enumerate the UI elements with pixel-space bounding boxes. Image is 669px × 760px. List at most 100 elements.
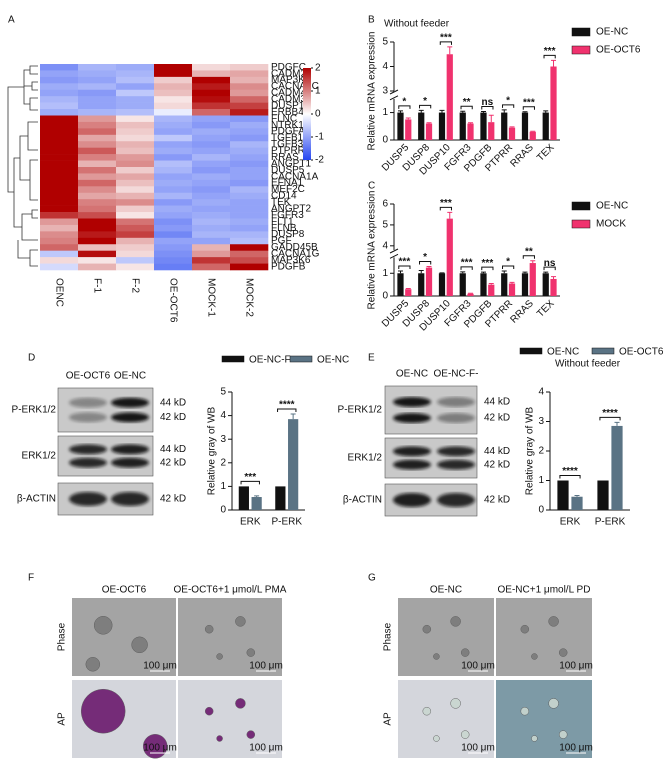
error-bar [480, 271, 486, 274]
significance-label: *** [461, 258, 473, 269]
blot-band [437, 446, 475, 457]
error-bar [488, 282, 494, 285]
bar [597, 480, 609, 510]
cell-colony [204, 706, 214, 716]
x-tick-label: P-ERK [271, 517, 302, 528]
heatmap-cell [154, 89, 193, 97]
row-label: NTRK1 [271, 120, 304, 131]
significance-bracket [522, 106, 535, 110]
heatmap-cell [192, 89, 231, 97]
significance-label: * [423, 96, 427, 107]
heatmap-cell [192, 173, 231, 181]
heatmap-cell [40, 76, 79, 84]
cell-colony [450, 616, 461, 627]
image-column-label: OE-NC [430, 585, 462, 596]
error-bar [509, 126, 515, 128]
colorbar-tick-label: -2 [315, 155, 324, 166]
heatmap-cell [230, 83, 269, 91]
heatmap-cell [230, 212, 269, 219]
scale-bar-label: 100 μm [143, 743, 177, 754]
heatmap-cell [78, 83, 117, 91]
bar [501, 273, 508, 296]
row-label: FLNC [271, 113, 297, 124]
panel-label: A [8, 15, 15, 26]
bar [446, 54, 453, 140]
heatmap-cell [40, 173, 79, 181]
heatmap-cell [116, 205, 155, 213]
heatmap-cell [230, 179, 269, 187]
row-label: ANGPT2 [271, 203, 311, 214]
row-label: TEK [271, 197, 291, 208]
heatmap-cell [192, 96, 231, 103]
colorbar-tick-label: 1 [315, 86, 321, 97]
heatmap-cell [192, 167, 231, 174]
y-tick-label: 0 [382, 135, 388, 146]
error-bar [254, 495, 260, 498]
heatmap-cell [78, 134, 117, 142]
heatmap-cell [192, 109, 231, 116]
heatmap-cell [154, 218, 193, 226]
micrograph [496, 598, 592, 676]
lane-label: OE-NC [114, 371, 146, 382]
heatmap-cell [40, 154, 79, 161]
heatmap-cell [192, 263, 231, 271]
heatmap-cell [154, 250, 193, 258]
significance-bracket [419, 104, 432, 109]
significance-bracket [543, 266, 556, 271]
y-tick-label: 1 [382, 107, 388, 118]
heatmap-cell [116, 199, 155, 206]
significance-bracket [481, 266, 494, 271]
significance-bracket [439, 206, 452, 211]
heatmap-cell [116, 257, 155, 264]
heatmap-cell [192, 192, 231, 200]
significance-label: ns [544, 258, 556, 269]
blot-band [393, 413, 431, 423]
scale-bar-label: 100 μm [461, 661, 495, 672]
blot-band [69, 492, 107, 506]
heatmap-cell [192, 83, 231, 91]
dendrogram [7, 65, 38, 267]
row-label: CADM3 [271, 94, 306, 105]
heatmap-cell [230, 205, 269, 213]
heatmap-cell [192, 231, 231, 239]
y-tick-label: 4 [382, 61, 388, 72]
heatmap-cell [116, 173, 155, 181]
bar [238, 486, 249, 510]
row-label: MAP3K2 [271, 75, 311, 86]
cell-colony [142, 734, 168, 759]
row-label: DUSP10 [271, 100, 310, 111]
heatmap-cell [154, 128, 193, 136]
heatmap-cell [78, 141, 117, 148]
bar [425, 267, 433, 296]
band-size-label: 42 kD [484, 459, 510, 470]
heatmap-cell [230, 167, 269, 174]
x-tick-label: RRAS [508, 298, 536, 326]
row-label: FLNB [271, 223, 297, 234]
row-label: CADM4 [271, 88, 306, 99]
heatmap-cell [116, 263, 155, 271]
column-label: MOCK-1 [205, 278, 216, 317]
heatmap-cell [154, 192, 193, 200]
heatmap-cell [116, 250, 155, 258]
heatmap-cell [40, 115, 79, 123]
heatmap-cell [230, 121, 269, 129]
heatmap-cell [230, 64, 269, 71]
x-tick-label: ERK [240, 517, 261, 528]
band-size-label: 44 kD [484, 446, 510, 457]
heatmap-cell [230, 76, 269, 84]
y-axis-label: Relative gray of WB [525, 406, 536, 495]
bar [542, 112, 549, 140]
heatmap-cell [192, 70, 231, 78]
bar [508, 127, 516, 140]
image-row-label: AP [383, 712, 394, 726]
error-bar [551, 59, 557, 67]
bar [446, 218, 453, 296]
heatmap-cell [40, 224, 79, 232]
heatmap-cell [78, 250, 117, 258]
axis-break [389, 248, 399, 259]
heatmap-cell [230, 128, 269, 136]
heatmap-cell [192, 218, 231, 226]
heatmap-cell [154, 76, 193, 84]
heatmap-cell [40, 212, 79, 219]
image-column-label: OE-NC+1 μmol/L PD [498, 585, 591, 596]
